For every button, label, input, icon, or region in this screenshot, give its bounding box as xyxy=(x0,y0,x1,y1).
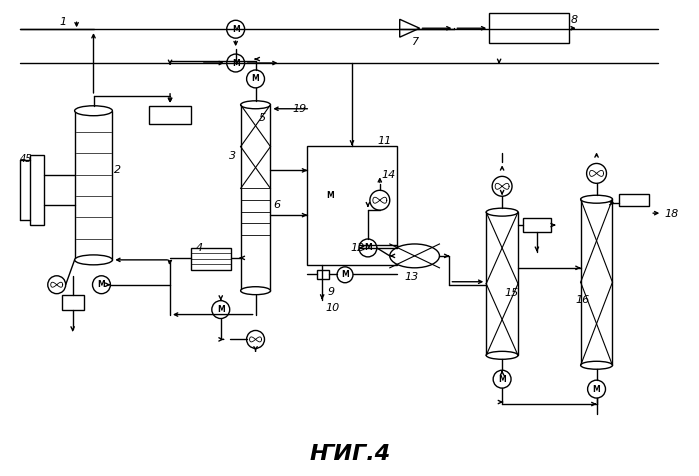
Bar xyxy=(240,105,271,291)
Ellipse shape xyxy=(390,244,440,268)
Text: 12: 12 xyxy=(350,243,364,253)
Text: ҤИГ.4: ҤИГ.4 xyxy=(310,444,391,464)
Text: M: M xyxy=(232,25,240,34)
Text: 1: 1 xyxy=(59,17,67,27)
Bar xyxy=(489,13,569,43)
Text: M: M xyxy=(232,59,240,68)
Text: M: M xyxy=(498,375,506,384)
Bar xyxy=(317,270,329,279)
Text: 5: 5 xyxy=(259,113,266,123)
Text: 9: 9 xyxy=(327,287,334,297)
Text: M: M xyxy=(252,74,259,83)
Bar xyxy=(149,106,191,124)
Text: 15: 15 xyxy=(504,288,519,298)
Text: 45: 45 xyxy=(20,155,32,165)
Text: 2: 2 xyxy=(115,166,122,176)
Ellipse shape xyxy=(240,287,271,295)
Text: 14: 14 xyxy=(382,170,396,180)
Text: 3: 3 xyxy=(229,150,236,160)
Text: 6: 6 xyxy=(273,200,280,210)
Bar xyxy=(62,295,84,309)
Text: 18: 18 xyxy=(664,209,679,219)
Text: 16: 16 xyxy=(576,295,590,305)
Ellipse shape xyxy=(581,361,612,369)
Text: M: M xyxy=(593,385,600,394)
Ellipse shape xyxy=(581,195,612,203)
Ellipse shape xyxy=(487,208,518,216)
Text: 7: 7 xyxy=(412,37,419,47)
Text: 8: 8 xyxy=(570,15,578,25)
Text: 11: 11 xyxy=(377,136,391,146)
Bar xyxy=(581,199,612,365)
Ellipse shape xyxy=(487,351,518,359)
Text: M: M xyxy=(98,280,106,289)
Text: 10: 10 xyxy=(325,303,340,313)
Bar xyxy=(308,146,397,265)
Text: 4: 4 xyxy=(196,243,203,253)
Polygon shape xyxy=(400,20,419,37)
Bar xyxy=(191,248,231,270)
Ellipse shape xyxy=(240,101,271,109)
Text: M: M xyxy=(341,270,349,279)
Text: 13: 13 xyxy=(405,272,419,282)
Bar xyxy=(30,156,44,225)
Text: 19: 19 xyxy=(292,104,307,114)
Bar xyxy=(523,218,551,232)
Text: M: M xyxy=(217,305,224,314)
Bar xyxy=(75,111,113,260)
Ellipse shape xyxy=(75,255,113,265)
Text: M: M xyxy=(326,191,334,200)
Text: M: M xyxy=(364,243,372,252)
Bar xyxy=(619,194,649,206)
Ellipse shape xyxy=(75,106,113,116)
Bar xyxy=(487,212,518,355)
